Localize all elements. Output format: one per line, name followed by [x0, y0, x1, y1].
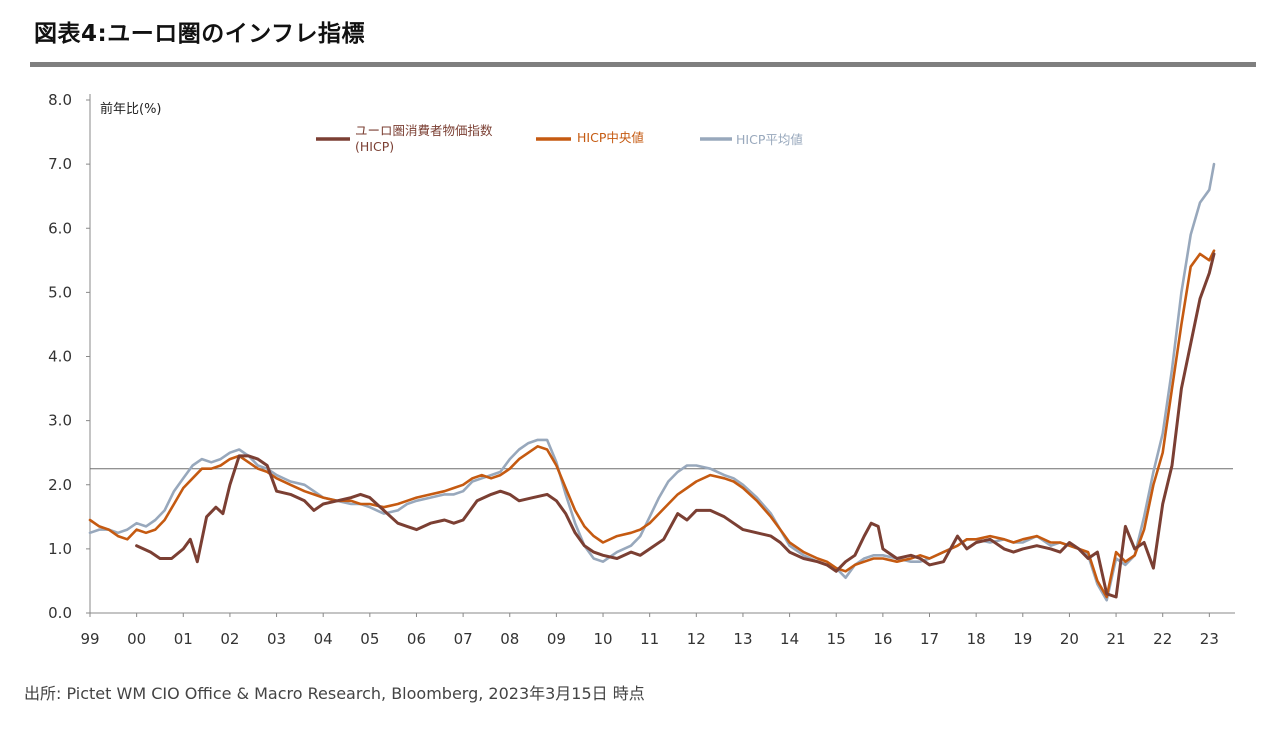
x-tick-label: 21: [1107, 630, 1126, 648]
y-tick-label: 2.0: [48, 476, 72, 494]
x-tick-label: 14: [780, 630, 799, 648]
hicp-median-line: [88, 249, 1216, 599]
y-tick-label: 6.0: [48, 219, 72, 237]
x-tick-label: 06: [407, 630, 426, 648]
y-tick-label: 7.0: [48, 155, 72, 173]
x-tick-label: 20: [1060, 630, 1079, 648]
x-tick-label: 09: [547, 630, 566, 648]
x-tick-label: 22: [1153, 630, 1172, 648]
title-rule: [30, 62, 1256, 67]
legend-hicp-label: (HICP): [355, 139, 394, 154]
x-tick-label: 10: [593, 630, 612, 648]
legend-hicp-label: ユーロ圏消費者物価指数: [355, 123, 493, 138]
x-tick-label: 00: [127, 630, 146, 648]
x-tick-label: 23: [1200, 630, 1219, 648]
legend-hicp-mean-label: HICP平均値: [736, 132, 803, 147]
x-tick-label: 02: [220, 630, 239, 648]
x-tick-label: 04: [314, 630, 333, 648]
x-tick-label: 99: [80, 630, 99, 648]
x-tick-label: 12: [687, 630, 706, 648]
y-axis-label: 前年比(%): [100, 101, 162, 117]
y-tick-label: 1.0: [48, 540, 72, 558]
x-tick-label: 11: [640, 630, 659, 648]
chart-title: 図表4:ユーロ圏のインフレ指標: [34, 21, 366, 47]
x-tick-label: 13: [733, 630, 752, 648]
line-chart: 0.0 1.0 2.0 3.0 4.0 5.0 6.0 7.0 8.0 99 00 01 02 03 04 0…: [48, 91, 1235, 648]
y-tick-label: 8.0: [48, 91, 72, 109]
x-tick-label: 01: [174, 630, 193, 648]
x-tick-label: 18: [967, 630, 986, 648]
x-tick-label: 07: [454, 630, 473, 648]
source-note: 出所: Pictet WM CIO Office & Macro Researc…: [24, 684, 645, 703]
x-tick-label: 15: [827, 630, 846, 648]
x-tick-label: 03: [267, 630, 286, 648]
legend-hicp-median-label: HICP中央値: [577, 130, 644, 145]
hicp-mean-line: [88, 162, 1216, 602]
x-tick-label: 05: [360, 630, 379, 648]
x-tick-label: 19: [1013, 630, 1032, 648]
y-tick-label: 0.0: [48, 604, 72, 622]
x-tick-label: 17: [920, 630, 939, 648]
x-tick-label: 16: [873, 630, 892, 648]
hicp-line: [135, 252, 1216, 599]
x-tick-label: 08: [500, 630, 519, 648]
y-tick-label: 3.0: [48, 412, 72, 430]
y-tick-label: 5.0: [48, 283, 72, 301]
y-tick-label: 4.0: [48, 348, 72, 366]
